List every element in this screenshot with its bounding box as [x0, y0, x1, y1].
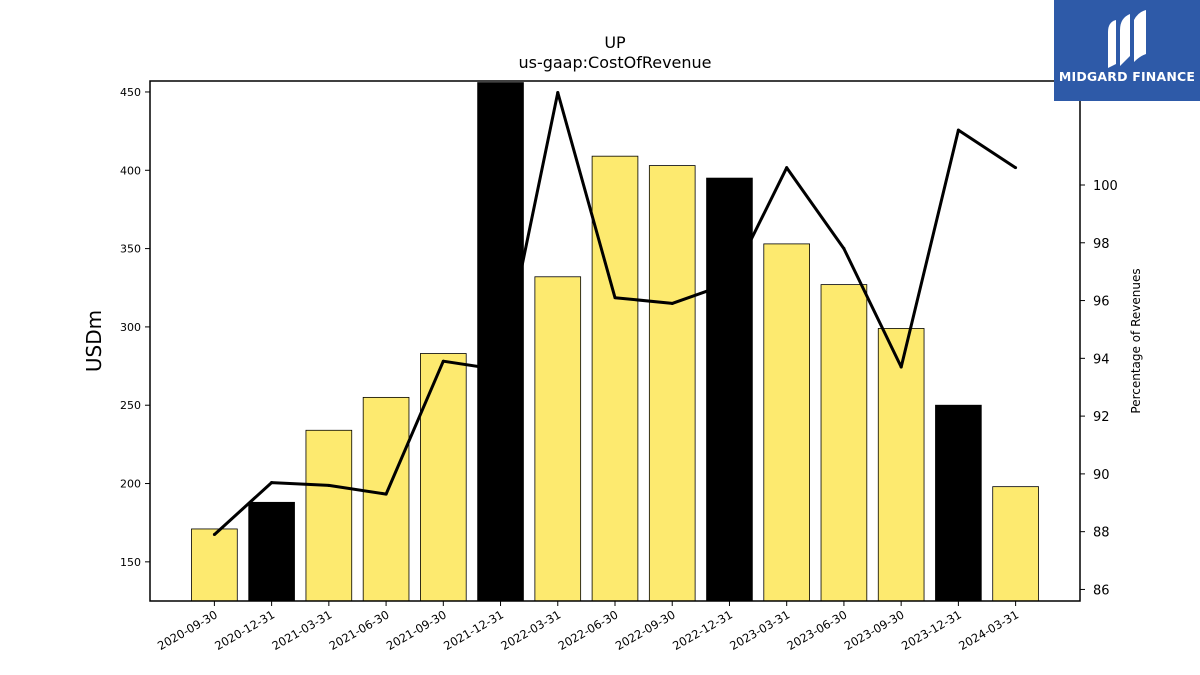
y-tick-label: 300 — [120, 321, 141, 334]
x-tick-label: 2023-06-30 — [785, 607, 850, 653]
x-tick-label: 2023-12-31 — [899, 607, 964, 653]
line-point — [384, 492, 388, 496]
bar — [706, 177, 753, 602]
bar — [935, 404, 982, 602]
bar — [877, 328, 925, 602]
x-tick-label: 2024-03-31 — [956, 607, 1021, 653]
x-tick-label: 2023-09-30 — [842, 607, 907, 653]
line-point — [956, 128, 960, 132]
bar — [420, 353, 467, 602]
x-tick-label: 2023-03-31 — [727, 607, 792, 653]
bar — [763, 243, 810, 602]
bar — [248, 501, 295, 602]
bar — [477, 82, 524, 602]
bar — [820, 284, 868, 602]
line-group — [212, 91, 1018, 537]
x-tick-label: 2021-03-31 — [269, 607, 334, 653]
line-point — [842, 247, 846, 251]
x-tick-label: 2020-09-30 — [155, 607, 220, 653]
y2-tick-label: 92 — [1093, 410, 1110, 425]
line-point — [785, 166, 789, 170]
bar-group — [191, 82, 1039, 602]
y2-tick-label: 88 — [1093, 526, 1110, 541]
line-point — [270, 481, 274, 485]
y-tick-label: 250 — [120, 399, 141, 412]
x-tick-label: 2022-06-30 — [556, 607, 621, 653]
bar — [648, 165, 696, 602]
y2-tick-label: 86 — [1093, 583, 1110, 598]
chart-subtitle: us-gaap:CostOfRevenue — [518, 53, 711, 72]
line-point — [727, 281, 731, 285]
y2-axis-label: Percentage of Revenues — [1129, 268, 1143, 413]
line-point — [613, 296, 617, 300]
bar — [591, 155, 639, 602]
bar — [191, 528, 238, 602]
line-point — [499, 368, 503, 372]
x-tick-label: 2021-12-31 — [441, 607, 506, 653]
y2-tick-label: 90 — [1093, 468, 1110, 483]
y2-tick-label: 100 — [1093, 179, 1118, 194]
y2-tick-label: 98 — [1093, 237, 1110, 252]
logo-mark-icon — [1108, 10, 1146, 68]
line-point — [556, 91, 560, 95]
bar — [534, 276, 582, 602]
line-point — [899, 365, 903, 369]
x-tick-label: 2022-03-31 — [498, 607, 563, 653]
y2-tick-label: 94 — [1093, 352, 1110, 367]
y-tick-label: 450 — [120, 86, 141, 99]
bar — [305, 429, 353, 602]
x-tick-label: 2022-12-31 — [670, 607, 735, 653]
bar — [362, 396, 410, 602]
x-tick-label: 2022-09-30 — [613, 607, 678, 653]
y-tick-label: 200 — [120, 478, 141, 491]
line-point — [212, 533, 216, 537]
y2-tick-label: 96 — [1093, 295, 1110, 310]
line-point — [1014, 166, 1018, 170]
y-tick-label: 350 — [120, 243, 141, 256]
y-tick-label: 400 — [120, 164, 141, 177]
brand-name: MIDGARD FINANCE — [1058, 69, 1196, 84]
bar — [992, 486, 1039, 602]
x-tick-label: 2021-09-30 — [384, 607, 449, 653]
line-point — [327, 483, 331, 487]
chart-title: UP — [604, 33, 626, 52]
x-tick-label: 2021-06-30 — [327, 607, 392, 653]
brand-logo: MIDGARD FINANCE — [1054, 0, 1200, 101]
y-tick-label: 150 — [120, 556, 141, 569]
line-point — [670, 301, 674, 305]
x-tick-label: 2020-12-31 — [212, 607, 277, 653]
line-point — [441, 359, 445, 363]
y-axis-label: USDm — [82, 310, 106, 372]
